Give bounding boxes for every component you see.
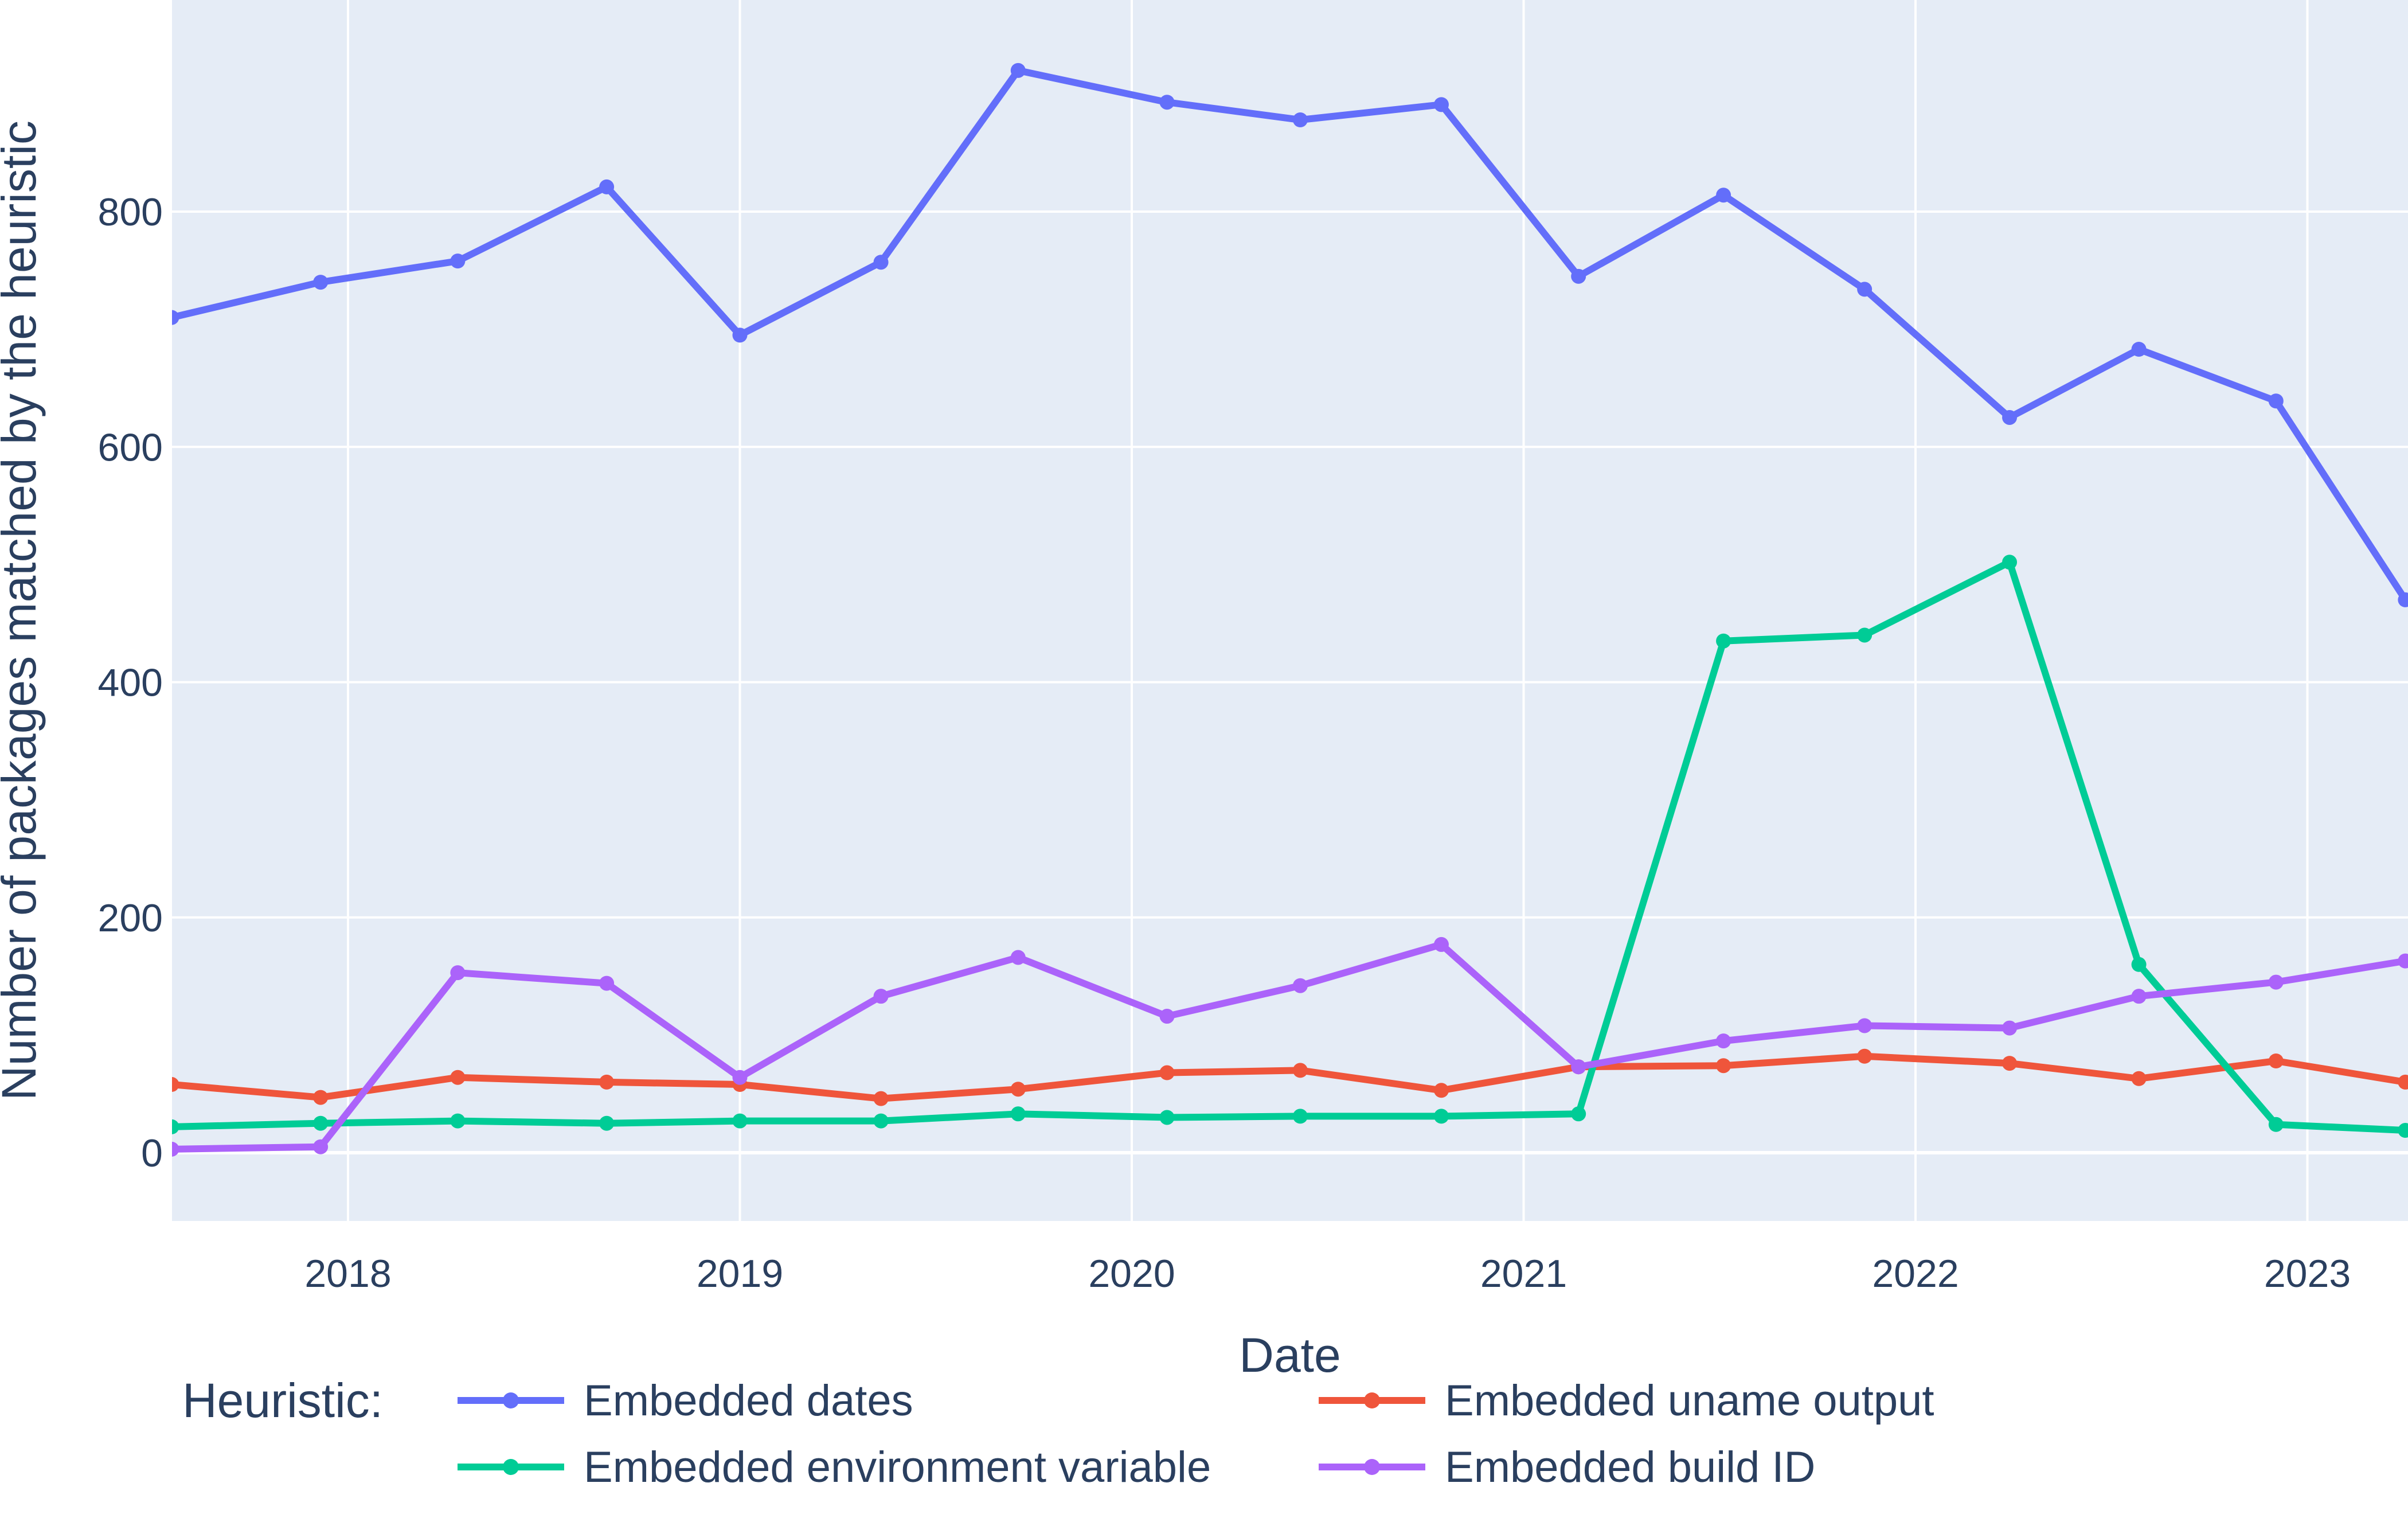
series-marker-embedded-environment-variable[interactable]	[1159, 1110, 1175, 1125]
series-marker-embedded-dates[interactable]	[1010, 63, 1026, 78]
series-marker-embedded-dates[interactable]	[2398, 592, 2408, 607]
series-marker-embedded-uname-output[interactable]	[1857, 1048, 1873, 1064]
y-tick-label-400: 400	[98, 661, 163, 705]
series-marker-embedded-uname-output[interactable]	[2002, 1056, 2018, 1071]
series-marker-embedded-uname-output[interactable]	[2398, 1074, 2408, 1090]
legend-swatch-embedded-uname-output	[1319, 1392, 1425, 1408]
legend-label: Embedded environment variable	[584, 1442, 1211, 1492]
series-marker-embedded-build-id[interactable]	[873, 989, 889, 1004]
series-marker-embedded-build-id[interactable]	[2398, 953, 2408, 969]
series-marker-embedded-environment-variable[interactable]	[1716, 633, 1731, 649]
series-marker-embedded-build-id[interactable]	[1716, 1033, 1731, 1049]
series-marker-embedded-dates[interactable]	[873, 255, 889, 270]
legend-item-embedded-dates[interactable]: Embedded dates	[458, 1373, 913, 1428]
series-marker-embedded-uname-output[interactable]	[873, 1091, 889, 1106]
x-tick-label-2018: 2018	[304, 1252, 391, 1296]
y-tick-label-600: 600	[98, 426, 163, 469]
x-tick-label-2020: 2020	[1088, 1252, 1175, 1296]
y-tick-label-0: 0	[141, 1131, 163, 1175]
series-marker-embedded-uname-output[interactable]	[164, 1077, 179, 1092]
series-marker-embedded-uname-output[interactable]	[313, 1090, 329, 1105]
y-tick-label-200: 200	[98, 896, 163, 940]
legend-swatch-embedded-environment-variable	[458, 1459, 564, 1475]
legend-item-embedded-environment-variable[interactable]: Embedded environment variable	[458, 1439, 1211, 1495]
series-marker-embedded-environment-variable[interactable]	[2131, 957, 2147, 972]
series-marker-embedded-build-id[interactable]	[1571, 1059, 1586, 1075]
series-marker-embedded-dates[interactable]	[1571, 268, 1586, 284]
x-tick-label-2022: 2022	[1872, 1252, 1959, 1296]
series-marker-embedded-dates[interactable]	[2268, 393, 2284, 409]
series-marker-embedded-build-id[interactable]	[313, 1139, 329, 1154]
series-marker-embedded-environment-variable[interactable]	[313, 1115, 329, 1131]
series-marker-embedded-build-id[interactable]	[732, 1070, 748, 1085]
legend-label: Embedded build ID	[1445, 1442, 1816, 1492]
y-axis-title: Number of packages matched by the heuris…	[0, 120, 46, 1101]
series-marker-embedded-dates[interactable]	[1716, 188, 1731, 203]
series-marker-embedded-uname-output[interactable]	[1433, 1083, 1449, 1098]
series-marker-embedded-environment-variable[interactable]	[732, 1113, 748, 1129]
series-marker-embedded-build-id[interactable]	[2131, 989, 2147, 1004]
legend-title: Heuristic:	[182, 1373, 384, 1427]
series-marker-embedded-environment-variable[interactable]	[873, 1113, 889, 1129]
series-marker-embedded-build-id[interactable]	[2268, 974, 2284, 990]
series-marker-embedded-dates[interactable]	[732, 327, 748, 343]
series-marker-embedded-environment-variable[interactable]	[1857, 627, 1873, 643]
series-marker-embedded-environment-variable[interactable]	[450, 1113, 466, 1129]
plot-background	[172, 0, 2408, 1221]
series-marker-embedded-environment-variable[interactable]	[1010, 1106, 1026, 1122]
series-marker-embedded-dates[interactable]	[450, 253, 466, 269]
series-marker-embedded-uname-output[interactable]	[1292, 1063, 1308, 1078]
series-marker-embedded-uname-output[interactable]	[1159, 1065, 1175, 1080]
series-marker-embedded-build-id[interactable]	[1433, 937, 1449, 952]
series-marker-embedded-build-id[interactable]	[2002, 1020, 2018, 1036]
series-marker-embedded-build-id[interactable]	[1159, 1009, 1175, 1024]
series-marker-embedded-dates[interactable]	[599, 179, 615, 194]
x-tick-label-2021: 2021	[1480, 1252, 1567, 1296]
series-marker-embedded-build-id[interactable]	[1857, 1018, 1873, 1033]
series-marker-embedded-environment-variable[interactable]	[1571, 1106, 1586, 1122]
series-marker-embedded-environment-variable[interactable]	[2268, 1117, 2284, 1132]
series-marker-embedded-build-id[interactable]	[164, 1141, 179, 1157]
x-tick-label-2023: 2023	[2264, 1252, 2351, 1296]
series-marker-embedded-environment-variable[interactable]	[2002, 555, 2018, 570]
series-marker-embedded-build-id[interactable]	[1292, 978, 1308, 993]
series-marker-embedded-environment-variable[interactable]	[2398, 1123, 2408, 1138]
series-marker-embedded-uname-output[interactable]	[2268, 1053, 2284, 1069]
series-marker-embedded-dates[interactable]	[2002, 409, 2018, 425]
series-marker-embedded-dates[interactable]	[1292, 112, 1308, 128]
series-marker-embedded-environment-variable[interactable]	[164, 1119, 179, 1134]
series-marker-embedded-uname-output[interactable]	[1010, 1082, 1026, 1097]
series-marker-embedded-environment-variable[interactable]	[599, 1115, 615, 1131]
series-marker-embedded-dates[interactable]	[313, 275, 329, 290]
legend-item-embedded-uname-output[interactable]: Embedded uname output	[1319, 1373, 1934, 1428]
legend-swatch-embedded-build-id	[1319, 1459, 1425, 1475]
series-marker-embedded-uname-output[interactable]	[2131, 1071, 2147, 1086]
series-marker-embedded-dates[interactable]	[164, 310, 179, 325]
legend-label: Embedded uname output	[1445, 1376, 1934, 1425]
series-marker-embedded-build-id[interactable]	[599, 975, 615, 991]
series-marker-embedded-uname-output[interactable]	[599, 1074, 615, 1090]
series-marker-embedded-uname-output[interactable]	[1716, 1058, 1731, 1074]
y-tick-label-800: 800	[98, 190, 163, 234]
series-marker-embedded-dates[interactable]	[1433, 97, 1449, 112]
series-marker-embedded-uname-output[interactable]	[450, 1070, 466, 1085]
legend-item-embedded-build-id[interactable]: Embedded build ID	[1319, 1439, 1815, 1495]
series-marker-embedded-dates[interactable]	[1159, 95, 1175, 110]
legend-swatch-embedded-dates	[458, 1392, 564, 1408]
series-marker-embedded-environment-variable[interactable]	[1433, 1109, 1449, 1124]
series-marker-embedded-dates[interactable]	[1857, 282, 1873, 297]
series-marker-embedded-dates[interactable]	[2131, 341, 2147, 357]
series-marker-embedded-build-id[interactable]	[1010, 950, 1026, 965]
x-axis-title: Date	[1239, 1328, 1340, 1382]
legend-label: Embedded dates	[584, 1376, 913, 1425]
x-tick-label-2019: 2019	[697, 1252, 783, 1296]
series-marker-embedded-build-id[interactable]	[450, 965, 466, 981]
series-marker-embedded-environment-variable[interactable]	[1292, 1109, 1308, 1124]
series-group	[164, 63, 2408, 1157]
